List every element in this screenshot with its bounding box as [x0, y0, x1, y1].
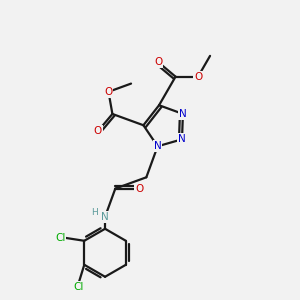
Text: O: O — [154, 57, 162, 67]
Text: O: O — [94, 126, 102, 136]
Text: N: N — [101, 212, 109, 222]
Text: Cl: Cl — [55, 233, 65, 243]
Text: N: N — [179, 109, 187, 119]
Text: O: O — [135, 184, 143, 194]
Text: O: O — [104, 87, 112, 97]
Text: H: H — [91, 208, 98, 217]
Text: Cl: Cl — [73, 282, 83, 292]
Text: O: O — [194, 72, 202, 82]
Text: N: N — [178, 134, 186, 144]
Text: N: N — [154, 141, 161, 151]
